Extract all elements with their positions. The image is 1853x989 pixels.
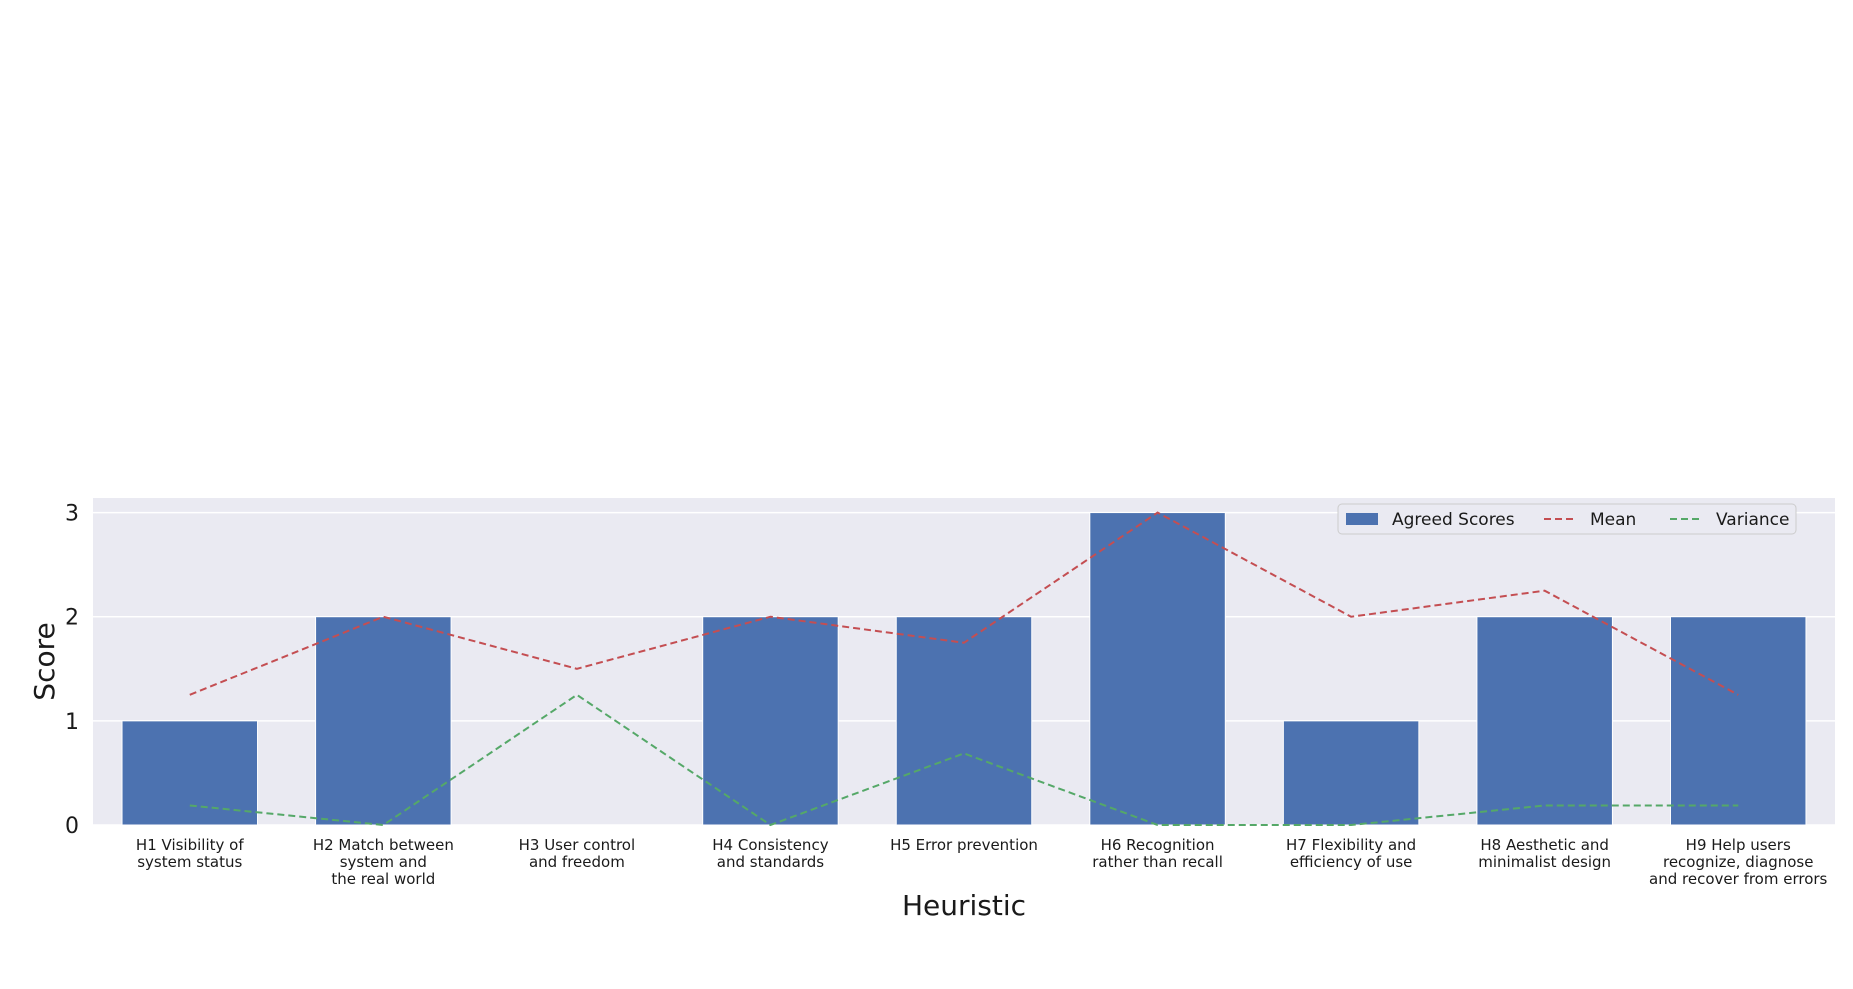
y-axis-title: Score: [28, 622, 61, 700]
line-variance: [189, 693, 1739, 827]
bar-6: [1089, 512, 1226, 826]
y-tick-2: 2: [65, 606, 79, 631]
x-tick-label-1: H1 Visibility of system status: [136, 836, 244, 871]
legend-swatch-1: [1346, 513, 1378, 525]
bar-7: [1282, 720, 1420, 826]
series-lines: [189, 511, 1739, 827]
legend: Agreed Scores Mean Variance: [1337, 503, 1797, 535]
bar-4: [702, 616, 839, 826]
x-tick-label-8: H8 Aesthetic and minimalist design: [1478, 836, 1611, 871]
y-tick-0: 0: [65, 814, 79, 839]
bar-2: [315, 616, 452, 826]
bar-8: [1476, 616, 1613, 826]
x-tick-labels: H1 Visibility of system status H2 Match be…: [136, 836, 1828, 888]
x-tick-label-5: H5 Error prevention: [890, 836, 1038, 854]
x-axis-title: Heuristic: [902, 889, 1026, 922]
bar-9: [1669, 616, 1807, 826]
x-tick-label-7: H7 Flexibility and efficiency of use: [1286, 836, 1416, 871]
x-tick-label-4: H4 Consistency and standards: [712, 836, 828, 871]
legend-label-3: Variance: [1716, 510, 1789, 530]
x-tick-label-2: H2 Match between system and the real world: [313, 836, 454, 888]
bars: [121, 512, 1807, 826]
y-tick-3: 3: [65, 502, 79, 527]
x-tick-label-6: H6 Recognition rather than recall: [1092, 836, 1223, 871]
bar-5: [895, 616, 1033, 826]
y-tick-labels: 0 1 2 3: [65, 502, 79, 839]
x-tick-label-9: H9 Help users recognize, diagnose and reco…: [1649, 836, 1828, 888]
line-mean: [189, 511, 1739, 696]
legend-label-1: Agreed Scores: [1392, 510, 1515, 530]
legend-label-2: Mean: [1590, 510, 1636, 530]
y-tick-1: 1: [65, 710, 79, 735]
bar-1: [121, 720, 259, 826]
x-tick-label-3: H3 User control and freedom: [519, 836, 636, 871]
